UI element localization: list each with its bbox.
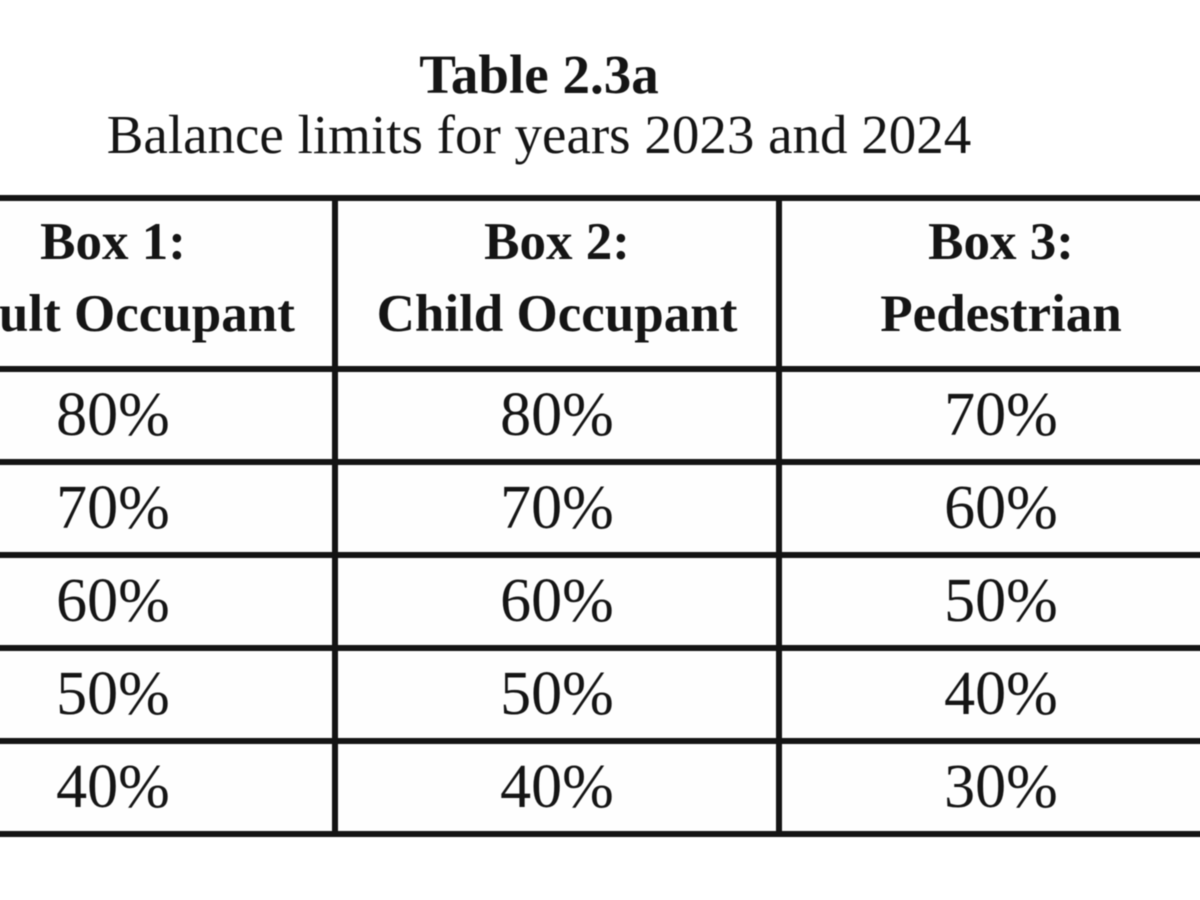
cell-r5-child: 40% (332, 738, 782, 837)
cell-r3-pedestrian: 50% (776, 552, 1200, 651)
cell-r5-adult: 40% (0, 738, 338, 837)
table-row: 70% 70% 60% (0, 459, 1200, 558)
table-title: Table 2.3a (419, 44, 659, 105)
cell-r1-adult: 80% (0, 366, 338, 465)
table-header-row: Box 1: Adult Occupant Box 2: Child Occup… (0, 195, 1200, 372)
cell-r3-child: 60% (332, 552, 782, 651)
header-box2-wrap: Box 2: Child Occupant (338, 201, 776, 366)
cell-r4-pedestrian: 40% (776, 645, 1200, 744)
header-cell-box2: Box 2: Child Occupant (332, 195, 782, 372)
header-box3-label: Pedestrian (880, 284, 1122, 343)
table-row: 60% 60% 50% (0, 552, 1200, 651)
cell-r1-pedestrian: 70% (776, 366, 1200, 465)
balance-limits-table: Box 1: Adult Occupant Box 2: Child Occup… (0, 195, 1200, 837)
header-cell-box3: Box 3: Pedestrian (776, 195, 1200, 372)
header-box3-number: Box 3: (928, 212, 1074, 271)
header-box2-label: Child Occupant (376, 284, 738, 343)
header-box1-number: Box 1: (40, 212, 186, 271)
table-subtitle: Balance limits for years 2023 and 2024 (106, 104, 972, 165)
header-box1-label: Adult Occupant (0, 284, 295, 343)
table-row: 80% 80% 70% (0, 366, 1200, 465)
header-box1-wrap: Box 1: Adult Occupant (0, 201, 332, 366)
cell-r4-adult: 50% (0, 645, 338, 744)
cell-r2-adult: 70% (0, 459, 338, 558)
cell-r1-child: 80% (332, 366, 782, 465)
header-cell-box1: Box 1: Adult Occupant (0, 195, 338, 372)
cell-r2-child: 70% (332, 459, 782, 558)
table-document: Table 2.3a Balance limits for years 2023… (0, 46, 1200, 837)
cell-r5-pedestrian: 30% (776, 738, 1200, 837)
table-row: 40% 40% 30% (0, 738, 1200, 837)
cell-r3-adult: 60% (0, 552, 338, 651)
header-box2-number: Box 2: (484, 212, 630, 271)
cell-r2-pedestrian: 60% (776, 459, 1200, 558)
table-row: 50% 50% 40% (0, 645, 1200, 744)
table-caption: Table 2.3a Balance limits for years 2023… (0, 46, 1200, 166)
header-box3-wrap: Box 3: Pedestrian (782, 201, 1200, 366)
cell-r4-child: 50% (332, 645, 782, 744)
